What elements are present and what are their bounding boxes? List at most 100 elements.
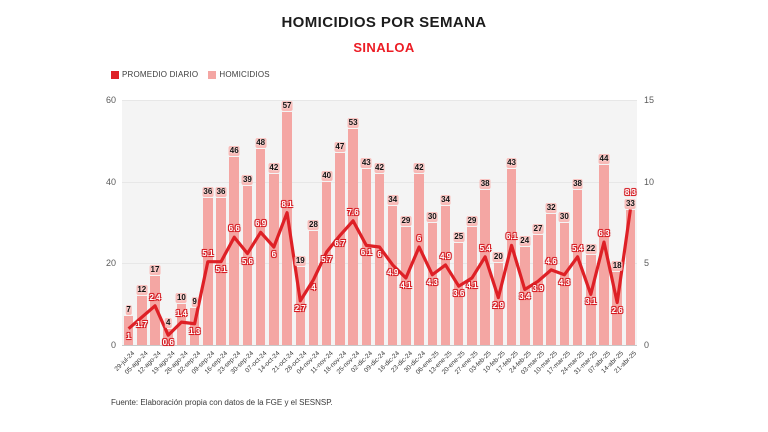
bar-value-label: 29 xyxy=(466,215,478,226)
line-value-label: 6.6 xyxy=(228,224,240,234)
bar xyxy=(321,181,332,345)
bar-value-label: 9 xyxy=(191,297,198,308)
bar xyxy=(269,173,279,345)
bar xyxy=(546,214,556,345)
bar-value-label: 46 xyxy=(228,146,240,157)
line-value-label: 8.1 xyxy=(281,199,293,209)
legend-label-promedio-diario: PROMEDIO DIARIO xyxy=(122,70,199,79)
bar-value-label: 32 xyxy=(545,203,557,214)
legend: PROMEDIO DIARIO HOMICIDIOS xyxy=(111,70,270,79)
line-value-label: 4.9 xyxy=(439,251,452,261)
chart-title: HOMICIDIOS POR SEMANA xyxy=(281,14,487,31)
line-value-label: 6.9 xyxy=(255,219,267,229)
bar-value-label: 36 xyxy=(202,187,214,197)
homicidios-swatch xyxy=(208,70,217,79)
right-axis-tick: 10 xyxy=(644,176,655,187)
bar-value-label: 12 xyxy=(136,285,148,295)
line-value-label: 5.1 xyxy=(202,248,214,258)
left-axis-tick: 40 xyxy=(105,176,116,187)
legend-item-homicidios: HOMICIDIOS xyxy=(208,70,270,79)
line-value-label: 6.7 xyxy=(334,238,346,248)
bar-value-label: 53 xyxy=(347,117,359,128)
bar xyxy=(374,173,385,345)
left-axis-tick: 60 xyxy=(105,95,116,105)
bar-value-label: 29 xyxy=(400,215,412,226)
right-axis-tick: 5 xyxy=(644,258,650,269)
line-value-label: 4.6 xyxy=(545,256,557,266)
bar-value-label: 27 xyxy=(532,223,544,234)
bar xyxy=(480,189,490,345)
line-value-label: 4.3 xyxy=(426,277,438,287)
line-value-label: 6.1 xyxy=(360,248,372,258)
line-value-label: 6 xyxy=(271,250,277,259)
bar-value-label: 34 xyxy=(440,195,451,206)
line-value-label: 5.6 xyxy=(241,256,253,266)
bar-value-label: 57 xyxy=(281,101,293,112)
bar-value-label: 40 xyxy=(321,170,333,181)
line-value-label: 6.3 xyxy=(598,229,610,239)
line-value-label: 4.1 xyxy=(466,281,478,291)
line-value-label: 4 xyxy=(311,282,316,292)
bar-value-label: 43 xyxy=(360,158,372,169)
bar xyxy=(467,226,477,345)
bar-value-label: 30 xyxy=(558,211,570,222)
line-value-label: 5.7 xyxy=(321,254,333,264)
chart-subtitle: SINALOA xyxy=(353,40,415,55)
line-value-label: 6.1 xyxy=(505,232,518,242)
line-value-label: 4.9 xyxy=(387,267,399,277)
bar-value-label: 10 xyxy=(175,293,187,304)
bar xyxy=(150,275,160,345)
line-value-label: 2.9 xyxy=(492,300,504,310)
bar xyxy=(335,153,345,345)
bar-value-label: 34 xyxy=(387,195,399,206)
bar xyxy=(308,230,319,345)
line-value-label: 4.1 xyxy=(400,281,412,291)
bar-value-label: 22 xyxy=(585,244,597,255)
line-value-label: 4.3 xyxy=(558,277,570,287)
bar xyxy=(520,247,530,345)
bar-value-label: 25 xyxy=(453,231,465,242)
bar-value-label: 47 xyxy=(334,142,346,153)
bar-value-label: 20 xyxy=(492,252,504,263)
left-axis-tick: 0 xyxy=(110,340,116,350)
bar-value-label: 7 xyxy=(125,305,132,316)
legend-label-homicidios: HOMICIDIOS xyxy=(219,70,270,79)
line-value-label: 0.6 xyxy=(162,338,174,348)
line-value-label: 1.3 xyxy=(189,326,201,336)
gridline xyxy=(122,345,637,346)
bar-value-label: 38 xyxy=(479,178,491,189)
source-note: Fuente: Elaboración propia con datos de … xyxy=(111,398,333,407)
bar-value-label: 43 xyxy=(506,158,517,169)
line-value-label: 5.1 xyxy=(215,264,227,274)
bar-value-label: 18 xyxy=(611,260,623,271)
bar xyxy=(137,296,147,345)
bar xyxy=(414,173,424,345)
bar-value-label: 38 xyxy=(572,178,584,189)
bar xyxy=(361,169,372,345)
bar xyxy=(387,206,398,345)
bar xyxy=(586,255,596,345)
line-value-label: 2.7 xyxy=(294,303,306,313)
bar xyxy=(348,128,358,345)
bar xyxy=(189,308,200,345)
line-value-label: 6 xyxy=(377,250,382,259)
bar-value-label: 28 xyxy=(308,219,319,230)
line-value-label: 1.7 xyxy=(136,320,148,330)
bar-value-label: 48 xyxy=(255,138,267,148)
line-value-label: 2.4 xyxy=(149,292,161,302)
bar xyxy=(559,222,570,345)
bar xyxy=(625,210,636,345)
bar xyxy=(572,189,583,345)
line-value-label: 1 xyxy=(126,331,131,341)
line-value-label: 1.4 xyxy=(175,309,187,319)
right-axis-tick: 0 xyxy=(644,340,650,350)
line-value-label: 3.6 xyxy=(453,289,465,299)
bar-value-label: 19 xyxy=(294,256,306,267)
line-value-label: 5.4 xyxy=(479,243,491,253)
bar-value-label: 39 xyxy=(241,174,253,185)
gridline xyxy=(122,100,637,101)
line-value-label: 3.4 xyxy=(519,292,531,302)
bar-value-label: 36 xyxy=(215,187,227,197)
bar xyxy=(229,157,239,345)
